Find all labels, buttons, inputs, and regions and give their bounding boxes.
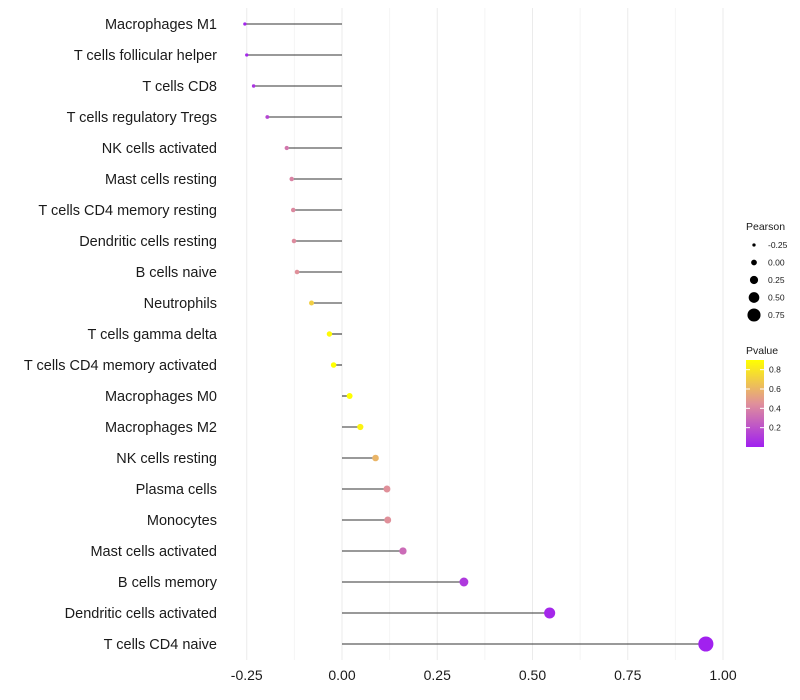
data-point: [309, 300, 315, 306]
legends: Pearson -0.25 0.00 0.25 0.50 0.75 Pvalue 0.8 0.6…: [746, 221, 788, 447]
size-legend-key: [748, 292, 760, 303]
size-legend-key: [747, 308, 761, 322]
data-point: [544, 607, 556, 619]
data-point: [459, 577, 469, 587]
category-labels: Macrophages M1 T cells follicular helper T…: [24, 17, 218, 653]
data-point: [698, 636, 714, 652]
lollipop-dots: [243, 22, 714, 652]
color-legend-label: 0.4: [769, 403, 781, 413]
x-tick-label: 0.75: [614, 667, 641, 683]
category-label: B cells memory: [118, 575, 218, 591]
x-tick-label: 0.50: [519, 667, 546, 683]
category-label: B cells naive: [136, 265, 217, 281]
category-label: NK cells activated: [102, 141, 217, 157]
size-legend-key: [751, 259, 757, 266]
size-legend-label: 0.00: [768, 258, 785, 268]
category-label: T cells CD4 memory activated: [24, 358, 217, 374]
category-label: T cells CD8: [142, 79, 217, 95]
category-label: Plasma cells: [136, 482, 217, 498]
grid-lines: [246, 8, 724, 660]
color-legend-label: 0.8: [769, 365, 781, 375]
category-label: T cells CD4 memory resting: [38, 203, 217, 219]
size-legend-label: 0.25: [768, 275, 785, 285]
category-label: NK cells resting: [116, 451, 217, 467]
data-point: [243, 22, 247, 26]
data-point: [383, 485, 391, 493]
x-tick-label: 0.25: [424, 667, 451, 683]
data-point: [251, 84, 256, 88]
category-label: Monocytes: [147, 513, 217, 529]
color-legend-label: 0.2: [769, 423, 781, 433]
color-legend-label: 0.6: [769, 384, 781, 394]
size-legend-title: Pearson: [746, 221, 785, 233]
category-label: Neutrophils: [144, 296, 217, 312]
x-axis-ticks: -0.25 0.00 0.25 0.50 0.75 1.00: [231, 667, 737, 683]
category-label: Dendritic cells resting: [79, 234, 217, 250]
size-legend-key: [749, 275, 759, 285]
data-point: [294, 269, 300, 275]
data-point: [330, 362, 337, 368]
size-legend-key: [752, 243, 756, 247]
data-point: [291, 238, 297, 244]
data-point: [265, 115, 270, 119]
category-label: Mast cells activated: [90, 544, 217, 560]
category-label: Macrophages M1: [105, 17, 217, 33]
color-legend-title: Pvalue: [746, 345, 778, 357]
category-label: T cells follicular helper: [74, 48, 217, 64]
data-point: [372, 454, 379, 462]
size-legend-label: 0.75: [768, 310, 785, 320]
category-label: Macrophages M0: [105, 389, 217, 405]
x-tick-label: 1.00: [709, 667, 736, 683]
category-label: Dendritic cells activated: [65, 606, 217, 622]
size-legend-label: -0.25: [768, 240, 788, 250]
data-point: [290, 207, 296, 213]
data-point: [289, 176, 294, 182]
data-point: [326, 331, 333, 337]
category-label: T cells regulatory Tregs: [67, 110, 217, 126]
category-label: Macrophages M2: [105, 420, 217, 436]
category-label: Mast cells resting: [105, 172, 217, 188]
size-legend-label: 0.50: [768, 293, 785, 303]
data-point: [384, 516, 392, 524]
category-label: T cells CD4 naive: [104, 637, 217, 653]
data-point: [399, 547, 407, 555]
data-point: [346, 393, 353, 399]
lollipop-stems: [244, 23, 706, 645]
x-tick-label: -0.25: [231, 667, 263, 683]
category-label: T cells gamma delta: [88, 327, 218, 343]
x-tick-label: 0.00: [328, 667, 355, 683]
data-point: [357, 423, 364, 431]
data-point: [245, 53, 249, 57]
data-point: [284, 145, 289, 151]
pvalue-colorbar: [746, 360, 764, 447]
